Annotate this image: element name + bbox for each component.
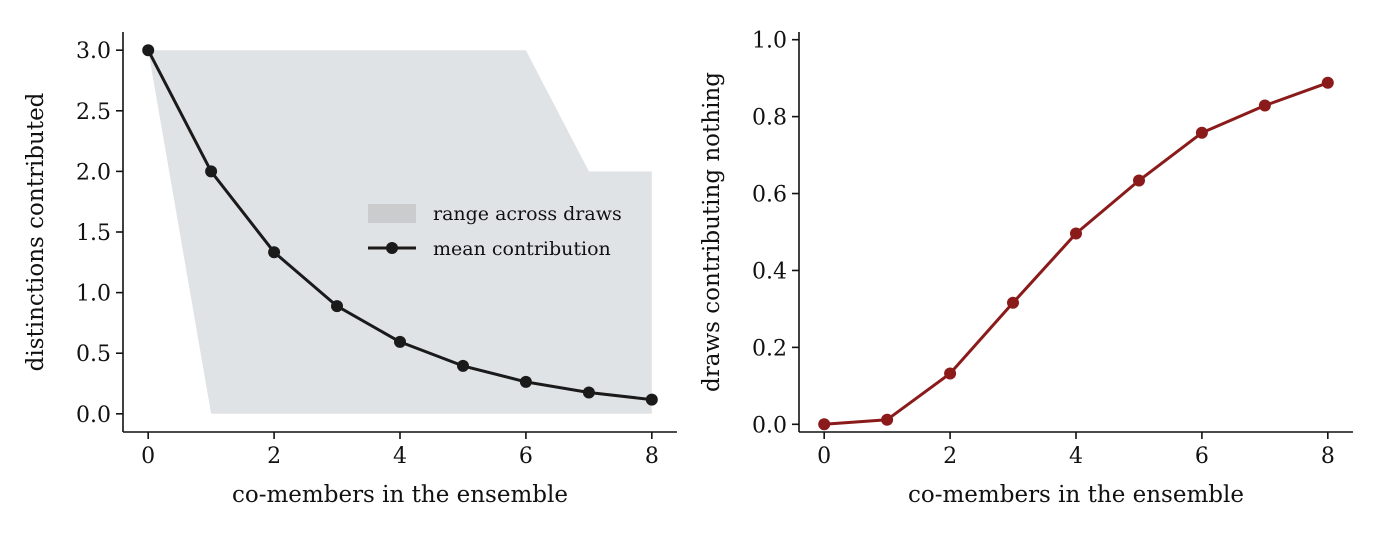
data-point — [519, 375, 532, 388]
data-point — [818, 418, 831, 431]
legend-label-range: range across draws — [433, 203, 622, 225]
x-tick-label: 2 — [943, 444, 957, 469]
y-tick-label: 3.0 — [76, 39, 111, 64]
legend: range across draws mean contribution — [368, 203, 622, 260]
series-layer — [818, 76, 1334, 431]
y-tick-label: 1.0 — [752, 29, 787, 54]
range-band — [148, 50, 652, 414]
x-tick-label: 6 — [519, 444, 533, 469]
y-tick-label: 2.0 — [76, 160, 111, 185]
x-tick-label: 4 — [1069, 444, 1083, 469]
x-axis-label: co-members in the ensemble — [232, 482, 568, 508]
x-axis-label: co-members in the ensemble — [908, 482, 1244, 508]
data-point — [1258, 99, 1271, 112]
data-point — [1133, 174, 1145, 187]
data-point — [881, 413, 894, 426]
y-tick-label: 0.4 — [752, 259, 787, 284]
data-point — [1321, 76, 1334, 89]
range-band-layer — [148, 50, 652, 414]
y-tick-label: 0.5 — [76, 342, 111, 367]
data-point — [1007, 296, 1019, 309]
y-tick-label: 0.8 — [752, 106, 787, 131]
x-tick-label: 2 — [267, 444, 281, 469]
x-tick-label: 0 — [141, 444, 155, 469]
data-point — [331, 300, 343, 313]
data-point — [457, 359, 469, 372]
y-tick-label: 0.6 — [752, 183, 787, 208]
y-tick-label: 0.0 — [752, 413, 787, 438]
y-tick-label: 0.2 — [752, 336, 787, 361]
data-point — [268, 246, 281, 259]
x-tick-label: 4 — [393, 444, 407, 469]
y-axis-label: distinctions contributed — [23, 92, 49, 371]
data-point — [205, 165, 218, 178]
data-point — [1070, 227, 1082, 240]
right-panel: 0 2 4 6 8 0.0 0.2 0.4 0.6 0.8 1.0 co-members in th… — [699, 29, 1353, 508]
data-point — [1195, 126, 1208, 139]
left-panel: 0 2 4 6 8 0.0 0.5 1.0 1.5 2.0 2.5 3.0 co-members in… — [23, 32, 677, 508]
y-tick-label: 2.5 — [76, 100, 111, 125]
legend-swatch-range — [368, 204, 416, 223]
x-tick-label: 8 — [645, 444, 659, 469]
y-tick-label: 1.0 — [76, 282, 111, 307]
y-tick-label: 0.0 — [76, 403, 111, 428]
data-point — [944, 367, 957, 380]
axes-layer: 0 2 4 6 8 0.0 0.5 1.0 1.5 2.0 2.5 3.0 — [76, 32, 677, 469]
x-tick-label: 6 — [1195, 444, 1209, 469]
data-point — [645, 393, 658, 406]
x-tick-label: 0 — [817, 444, 831, 469]
data-point — [142, 44, 155, 57]
legend-swatch-mean-marker — [386, 242, 398, 254]
y-axis-label: draws contributing nothing — [699, 72, 725, 392]
axes-layer: 0 2 4 6 8 0.0 0.2 0.4 0.6 0.8 1.0 — [752, 29, 1353, 469]
x-tick-label: 8 — [1321, 444, 1335, 469]
y-tick-label: 1.5 — [76, 221, 111, 246]
series-line — [824, 81, 1329, 426]
data-point — [582, 386, 595, 399]
data-point — [394, 335, 406, 348]
series-layer — [142, 44, 658, 406]
legend-label-mean: mean contribution — [433, 238, 611, 260]
